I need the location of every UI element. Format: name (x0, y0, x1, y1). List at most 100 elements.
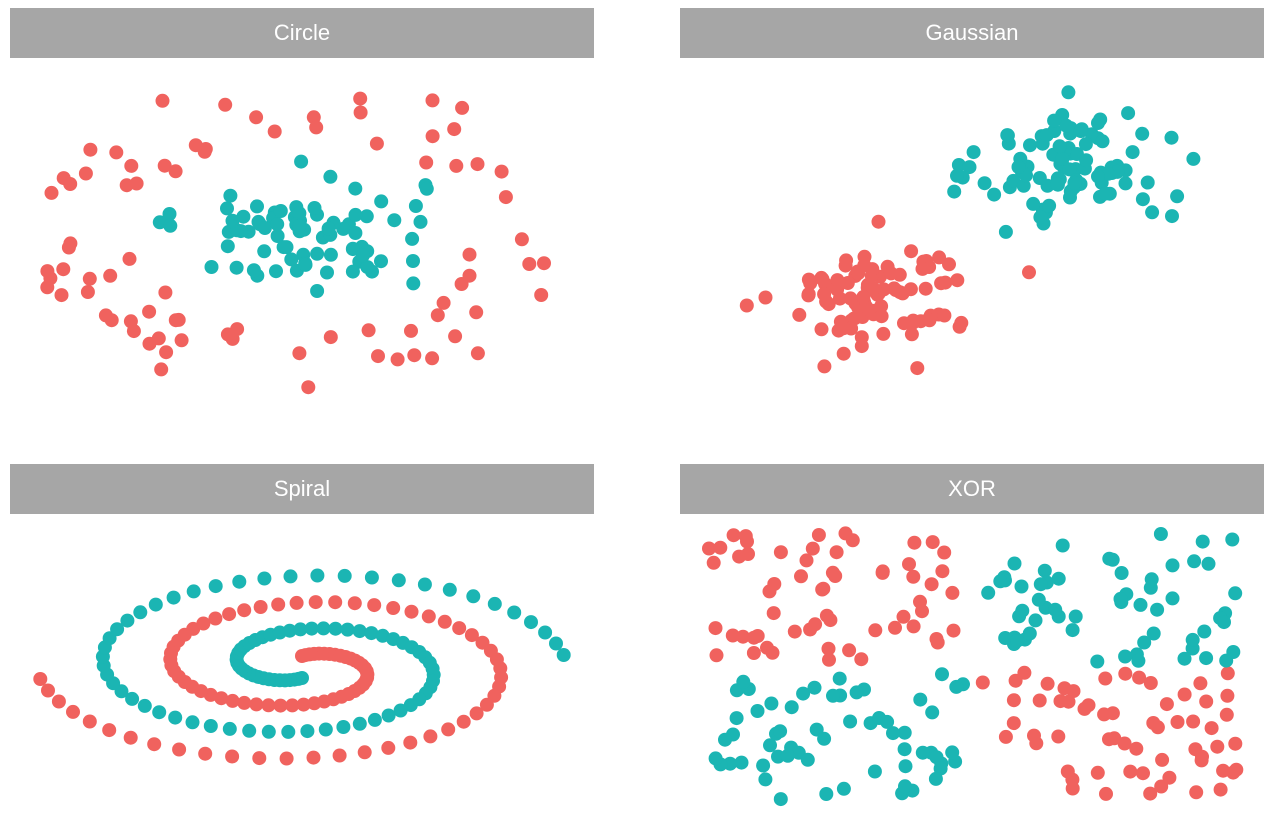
scatter-point-a (930, 635, 945, 650)
scatter-point-a (904, 244, 919, 259)
scatter-point-b (1228, 586, 1243, 601)
scatter-point-a (479, 697, 494, 712)
scatter-point-a (1051, 729, 1066, 744)
scatter-point-b (1050, 177, 1065, 192)
scatter-point-b (381, 708, 396, 723)
scatter-point-b (320, 265, 334, 280)
scatter-point-a (1061, 694, 1076, 709)
facet-title: XOR (948, 476, 996, 501)
scatter-point-a (357, 745, 372, 760)
scatter-point-a (1162, 770, 1177, 785)
scatter-point-a (455, 100, 470, 115)
scatter-point-a (739, 298, 754, 313)
facet-strip: Spiral (10, 464, 594, 514)
scatter-point-b (293, 622, 308, 637)
scatter-point-a (822, 652, 836, 667)
scatter-point-a (253, 600, 268, 614)
scatter-point-b (374, 254, 388, 269)
scatter-point-b (1055, 151, 1070, 166)
scatter-point-b (773, 724, 788, 739)
scatter-point-a (404, 323, 418, 338)
facet-xor: XOR (680, 464, 1264, 820)
scatter-point-a (289, 595, 304, 610)
scatter-point-b (1065, 623, 1080, 638)
scatter-point-b (1047, 113, 1062, 128)
scatter-point-b (819, 787, 834, 801)
facet-gaussian: Gaussian (680, 8, 1264, 418)
scatter-point-a (220, 327, 235, 342)
scatter-point-a (856, 290, 871, 304)
scatter-point-a (188, 138, 203, 153)
scatter-point-a (218, 97, 233, 112)
scatter-plot-gaussian (739, 85, 1201, 376)
scatter-point-a (296, 697, 311, 712)
scatter-point-b (163, 218, 178, 233)
scatter-point-a (1098, 671, 1113, 686)
scatter-point-a (437, 614, 452, 629)
facet-title: Gaussian (925, 20, 1019, 45)
scatter-point-b (316, 621, 331, 636)
scatter-point-a (222, 607, 237, 622)
scatter-plot-spiral (33, 568, 571, 766)
scatter-point-a (196, 616, 211, 631)
scatter-point-b (949, 679, 964, 694)
scatter-point-a (839, 253, 854, 268)
scatter-point-b (935, 667, 949, 682)
scatter-point-b (186, 584, 201, 599)
scatter-point-b (1042, 198, 1057, 213)
scatter-point-a (447, 122, 462, 137)
scatter-point-a (1143, 786, 1158, 801)
scatter-point-a (44, 185, 59, 200)
scatter-point-b (223, 188, 238, 203)
scatter-point-a (1029, 736, 1044, 751)
scatter-point-b (152, 705, 167, 720)
scatter-point-b (780, 748, 795, 763)
facet-title: Circle (273, 20, 331, 45)
scatter-point-b (375, 628, 390, 643)
scatter-point-b (750, 704, 765, 718)
scatter-point-a (825, 565, 840, 580)
scatter-point-b (826, 688, 840, 703)
scatter-point-b (1118, 649, 1133, 664)
scatter-point-b (250, 199, 264, 214)
scatter-point-a (1032, 693, 1047, 708)
scatter-point-b (323, 247, 338, 262)
scatter-point-a (151, 331, 166, 346)
scatter-point-b (391, 573, 406, 588)
scatter-point-a (462, 247, 477, 262)
scatter-point-a (158, 285, 173, 300)
scatter-point-a (407, 348, 422, 363)
scatter-point-b (1016, 178, 1031, 193)
scatter-point-b (1165, 558, 1180, 573)
scatter-point-b (898, 759, 913, 774)
scatter-point-a (1136, 766, 1150, 781)
scatter-point-a (902, 557, 916, 572)
scatter-point-a (306, 750, 321, 765)
scatter-point-b (1187, 554, 1202, 569)
scatter-point-a (854, 330, 869, 345)
scatter-point-b (1028, 613, 1043, 628)
scatter-point-b (257, 571, 272, 586)
scatter-point-a (271, 597, 286, 612)
scatter-point-b (1125, 145, 1140, 160)
scatter-point-a (129, 176, 144, 191)
scatter-point-a (821, 641, 836, 656)
scatter-point-a (225, 749, 240, 764)
scatter-point-b (1170, 189, 1185, 204)
scatter-point-b (966, 145, 981, 160)
scatter-point-b (417, 577, 432, 592)
scatter-point-a (82, 271, 97, 286)
scatter-point-a (998, 729, 1013, 744)
scatter-point-b (1226, 645, 1241, 659)
scatter-point-a (937, 545, 952, 560)
scatter-point-a (843, 291, 858, 306)
scatter-point-a (102, 723, 117, 738)
scatter-point-b (257, 221, 272, 235)
scatter-point-a (738, 529, 753, 544)
scatter-point-a (896, 609, 911, 624)
scatter-point-a (279, 751, 294, 766)
scatter-point-b (556, 648, 571, 662)
scatter-point-b (1098, 186, 1113, 201)
scatter-point-b (242, 723, 257, 738)
scatter-point-b (185, 715, 200, 730)
